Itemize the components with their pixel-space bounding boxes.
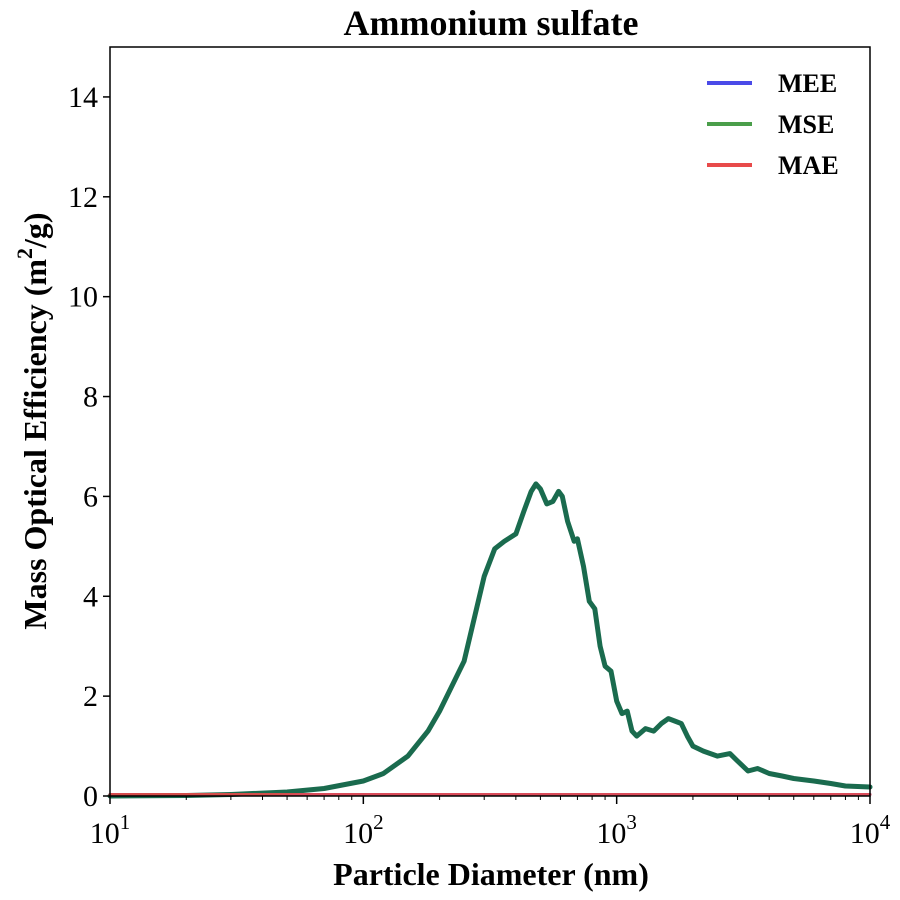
legend-label-mae: MAE (778, 151, 839, 180)
y-axis-label-superscript: 2 (12, 248, 37, 259)
y-tick-label: 10 (68, 281, 98, 314)
y-axis-label-suffix: /g) (17, 212, 53, 249)
legend-label-mse: MSE (778, 110, 834, 139)
chart-title: Ammonium sulfate (344, 3, 639, 43)
plot-frame (109, 46, 871, 797)
legend-label-mee: MEE (778, 69, 837, 98)
y-tick-label: 4 (83, 580, 98, 613)
y-tick-label: 8 (83, 381, 98, 414)
y-axis-label-prefix: Mass Optical Efficiency (m (17, 259, 53, 630)
y-tick-label: 2 (83, 680, 98, 713)
series-line-mse (107, 481, 873, 799)
x-tick-label: 104 (850, 810, 891, 850)
x-tick-label: 101 (90, 810, 131, 850)
x-tick-label: 103 (596, 810, 637, 850)
plot-area: 0 2 4 6 8 10 12 14 101 102 103 104 MEE MSE MAE (68, 46, 891, 850)
y-tick-label: 0 (83, 780, 98, 813)
y-axis-label: Mass Optical Efficiency (m2/g) (12, 212, 53, 629)
y-tick-label: 12 (68, 181, 98, 214)
y-tick-label: 6 (83, 480, 98, 513)
x-tick-label: 102 (343, 810, 384, 850)
y-tick-label: 14 (68, 81, 98, 114)
x-axis-label: Particle Diameter (nm) (333, 856, 649, 892)
